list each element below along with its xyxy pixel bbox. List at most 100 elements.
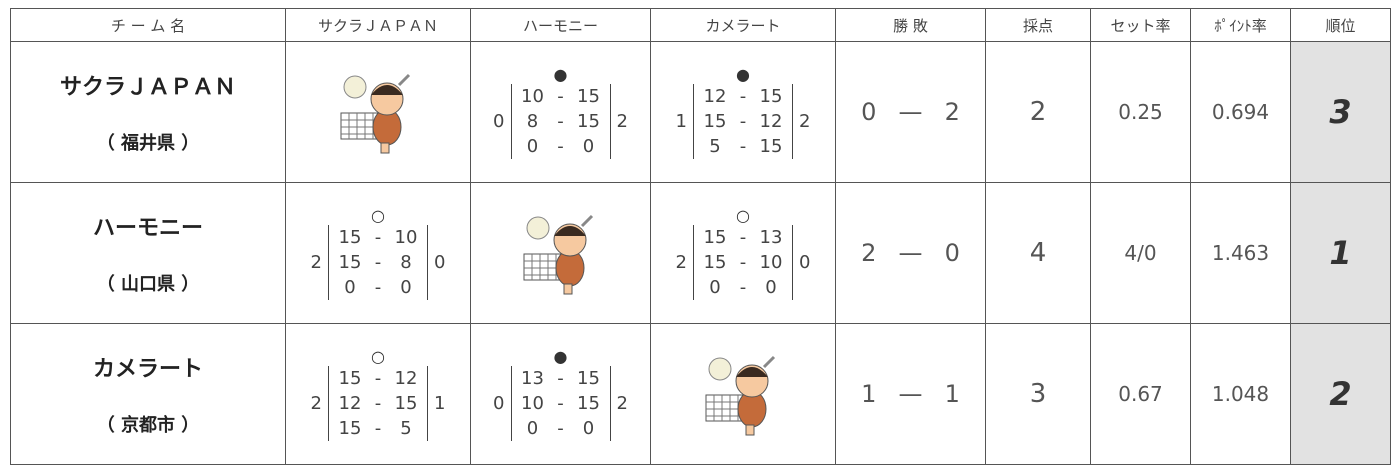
set-scores: 15-10 15-8 0-0 [328, 224, 428, 300]
set-value: - [557, 367, 564, 389]
set-value: 8 [400, 251, 412, 273]
sets-right: 2 [616, 392, 628, 414]
set-row: 15-8 [333, 250, 423, 275]
set-value: 15 [759, 85, 783, 107]
header-cell: セット率 [1090, 8, 1191, 42]
table-body: サクラＪＡＰＡＮ （ 福井県 ） ● 0 10-15 8-15 0-0 2 ● 1 12-15 15-… [10, 41, 1391, 465]
mascot [340, 73, 411, 154]
set-value: 15 [577, 367, 600, 389]
record-part: — [898, 380, 923, 408]
record-part: 0 [861, 98, 877, 126]
result-mark: ○ [736, 205, 750, 225]
set-value: 0 [582, 417, 595, 439]
set-rate-cell: 0.67 [1090, 323, 1191, 465]
set-row: 13-15 [516, 366, 606, 391]
team-cell: ハーモニー （ 山口県 ） [10, 182, 286, 324]
sets-left: 2 [310, 392, 322, 414]
set-row: 0-0 [698, 275, 788, 300]
record-part: 1 [861, 380, 877, 408]
match-cell [650, 323, 836, 465]
header-cell: サクラＪＡＰＡＮ [285, 8, 471, 42]
mascot [523, 214, 593, 295]
set-row: 12-15 [333, 391, 423, 416]
sets-right: 0 [434, 251, 446, 273]
set-value: 15 [394, 392, 418, 414]
set-value: - [374, 392, 382, 414]
set-value: 15 [338, 417, 362, 439]
set-row: 0-0 [333, 275, 423, 300]
set-row: 10-15 [516, 84, 606, 109]
set-value: 12 [394, 367, 418, 389]
sets-right: 0 [799, 251, 811, 273]
result-mark: ● [736, 64, 750, 84]
team-row: サクラＪＡＰＡＮ （ 福井県 ） ● 0 10-15 8-15 0-0 2 ● 1 12-15 15-… [10, 41, 1391, 183]
point-rate-cell: 0.694 [1190, 41, 1291, 183]
result-mark: ● [553, 346, 568, 366]
match-cell: ○ 2 15-10 15-8 0-0 0 [285, 182, 471, 324]
set-value: 0 [526, 135, 539, 157]
match-cell: ● 1 12-15 15-12 5-15 2 [650, 41, 836, 183]
header-cell: カメラート [650, 8, 836, 42]
set-value: 15 [703, 110, 727, 132]
match-cell: ○ 2 15-13 15-10 0-0 0 [650, 182, 836, 324]
sets-left: 0 [493, 110, 505, 132]
set-value: 15 [577, 392, 600, 414]
record-part: 1 [944, 380, 960, 408]
sets-right: 1 [434, 392, 446, 414]
set-value: - [739, 110, 747, 132]
set-value: 15 [338, 367, 362, 389]
set-value: 10 [521, 392, 544, 414]
header-cell: ﾎﾟｲﾝﾄ率 [1190, 8, 1291, 42]
set-value: - [739, 226, 747, 248]
header-row: チ ー ム 名サクラＪＡＰＡＮ ハーモニー カメラート勝 敗採点 セット率 ﾎﾟｲﾝﾄ率… [10, 8, 1391, 42]
header-cell: 採点 [985, 8, 1091, 42]
set-row: 15-12 [333, 366, 423, 391]
set-value: 0 [344, 276, 356, 298]
points-cell: 3 [985, 323, 1091, 465]
record-part: 0 [944, 239, 960, 267]
set-row: 0-0 [516, 134, 606, 159]
set-scores: 10-15 8-15 0-0 [510, 83, 611, 159]
set-value: - [557, 392, 564, 414]
team-row: カメラート（ 京都市 ） ○ 2 15-12 12-15 15-5 1 ● 0 13-15 10-1… [10, 323, 1391, 465]
sets-left: 2 [310, 251, 322, 273]
set-row: 15-13 [698, 225, 788, 250]
set-row: 15-5 [333, 416, 423, 441]
set-value: - [557, 417, 564, 439]
mascot [705, 355, 776, 436]
sets-left: 2 [675, 251, 687, 273]
set-row: 15-10 [698, 250, 788, 275]
set-row: 15-12 [698, 109, 788, 134]
set-row: 15-10 [333, 225, 423, 250]
set-value: 0 [709, 276, 721, 298]
team-area: （ 京都市 ） [96, 415, 200, 436]
set-row: 8-15 [516, 109, 606, 134]
set-value: 0 [582, 135, 595, 157]
match-score: 1 12-15 15-12 5-15 2 [651, 83, 835, 159]
sets-right: 2 [616, 110, 628, 132]
team-name: ハーモニー [92, 216, 203, 241]
set-value: - [557, 85, 564, 107]
set-scores: 13-15 10-15 0-0 [510, 365, 611, 441]
set-row: 0-0 [516, 416, 606, 441]
team-name: カメラート [92, 357, 203, 382]
set-value: - [739, 85, 747, 107]
set-value: - [739, 251, 747, 273]
team-cell: カメラート （ 京都市 ） [10, 323, 286, 465]
set-value: 0 [400, 276, 412, 298]
header-cell: ハーモニー [470, 8, 651, 42]
set-value: - [739, 276, 747, 298]
team-cell: サクラＪＡＰＡＮ （ 福井県 ） [10, 41, 286, 183]
match-score: 2 15-13 15-10 0-0 0 [651, 224, 835, 300]
record: 1 — 1 [836, 380, 985, 408]
match-cell: ○ 2 15-12 12-15 15-5 1 [285, 323, 471, 465]
set-value: 5 [709, 135, 721, 157]
match-score: 2 15-12 12-15 15-5 1 [286, 365, 470, 441]
sets-left: 1 [675, 110, 687, 132]
team-area: （ 福井県 ） [96, 133, 200, 154]
set-value: 15 [577, 85, 600, 107]
record-part: — [898, 239, 923, 267]
match-score: 2 15-10 15-8 0-0 0 [286, 224, 470, 300]
set-value: - [374, 417, 382, 439]
point-rate-cell: 1.048 [1190, 323, 1291, 465]
